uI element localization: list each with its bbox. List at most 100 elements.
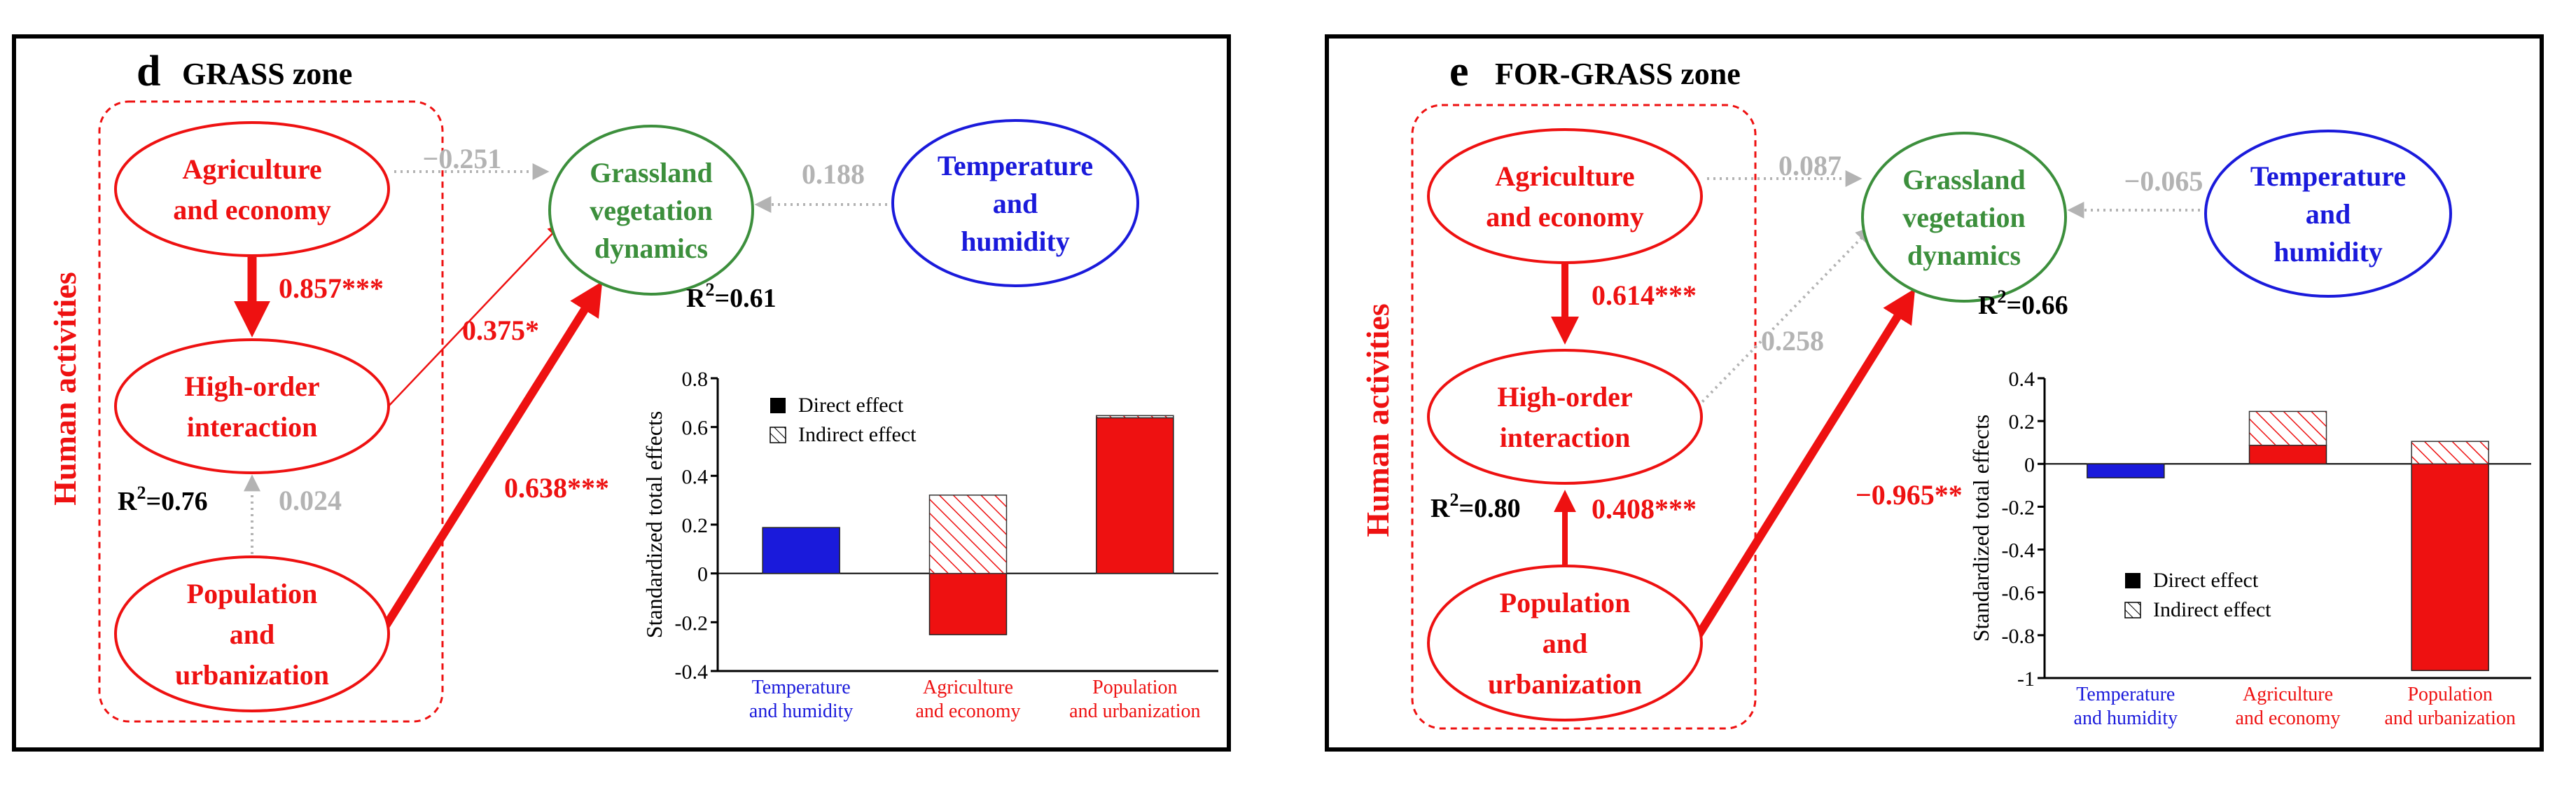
node-pop-line: and	[1543, 628, 1588, 659]
legend-direct-label: Direct effect	[798, 394, 904, 417]
bar-direct	[2087, 463, 2165, 478]
x-tick-label: and humidity	[749, 700, 854, 722]
node-grass-line: dynamics	[1907, 240, 2021, 271]
node-pop-ellipse	[114, 555, 390, 712]
coef-agri-grass: −0.251	[423, 143, 502, 174]
path-hoi-grass-arrow	[1697, 226, 1873, 408]
human-activities-box	[98, 100, 444, 723]
node-hoi-line: High-order	[184, 371, 319, 402]
r2-hoi-value: 0.76	[161, 487, 208, 516]
node-pop-line: Population	[187, 578, 318, 609]
x-tick-label: and humidity	[2074, 707, 2178, 729]
coef-pop-hoi: 0.408***	[1592, 493, 1697, 525]
node-hoi-ellipse	[114, 338, 390, 474]
y-tick-label: 0.8	[682, 368, 709, 391]
legend-direct-swatch	[770, 398, 786, 413]
x-tick-label: Population	[2407, 684, 2492, 705]
node-agri-line: and economy	[1486, 201, 1644, 233]
node-temp-line: Temperature	[938, 150, 1093, 181]
coef-pop-grass: 0.638***	[504, 472, 609, 504]
bar-indirect	[2411, 441, 2489, 465]
coef-pop-hoi: 0.024	[279, 485, 342, 516]
x-tick-label: Temperature	[2076, 684, 2175, 705]
node-temp-ellipse	[891, 119, 1139, 287]
y-tick-label: -0.2	[2002, 496, 2035, 519]
y-tick-label: -1	[2017, 668, 2035, 691]
bar-direct	[1096, 417, 1174, 574]
node-temp-line: and	[993, 188, 1038, 219]
y-tick-label: -0.8	[2002, 625, 2035, 648]
y-tick-label: 0	[697, 563, 708, 586]
legend-indirect-label: Indirect effect	[2153, 598, 2271, 621]
node-grass-line: dynamics	[594, 233, 708, 264]
y-tick-label: -0.6	[2002, 582, 2035, 605]
x-tick-label: Population	[1092, 677, 1177, 698]
r2-grass: R2=0.61	[686, 279, 777, 313]
node-hoi-line: interaction	[187, 411, 318, 443]
node-agri-ellipse	[1427, 128, 1703, 264]
node-agri-line: Agriculture	[182, 153, 321, 185]
legend-indirect-swatch	[2124, 602, 2141, 618]
node-grass-ellipse	[1861, 132, 2067, 303]
y-tick-label: 0.2	[2009, 410, 2035, 434]
path-pop-grass-arrow	[381, 281, 603, 630]
node-pop-line: Population	[1500, 587, 1631, 618]
node-temp-line: Temperature	[2250, 160, 2406, 192]
node-temp-line: humidity	[2274, 236, 2383, 268]
r2-hoi: R2=0.80	[1430, 490, 1521, 523]
r2-hoi-value: 0.80	[1474, 494, 1521, 523]
panel-title: GRASS zone	[182, 57, 352, 91]
node-grass-line: Grassland	[590, 157, 713, 188]
legend-indirect-label: Indirect effect	[798, 423, 917, 446]
y-tick-label: -0.4	[2002, 539, 2035, 562]
node-agri-line: and economy	[173, 194, 331, 226]
node-temp-line: and	[2306, 198, 2351, 230]
bar-indirect	[1096, 415, 1174, 419]
y-tick-label: 0.4	[2009, 368, 2035, 391]
node-grass-ellipse	[548, 125, 754, 296]
r2-grass: R2=0.66	[1978, 286, 2068, 320]
node-hoi-ellipse	[1427, 349, 1703, 485]
bar-indirect	[2248, 410, 2327, 446]
node-pop-line: urbanization	[175, 659, 329, 691]
node-grass-line: vegetation	[590, 195, 713, 226]
coef-agri-grass: 0.087	[1778, 150, 1842, 181]
coef-agri-hoi: 0.857***	[279, 272, 384, 304]
y-tick-label: -0.4	[675, 661, 709, 684]
node-grass-line: Grassland	[1902, 164, 2026, 195]
node-agri-line: Agriculture	[1495, 160, 1634, 192]
bar-direct	[762, 527, 840, 574]
bar-direct	[928, 572, 1008, 635]
effects-chart: -0.4 -0.2 0 0.2 0.4 0.6 0.8 Standardized total …	[641, 368, 1218, 722]
y-tick-label: -0.2	[675, 611, 709, 635]
coef-temp-grass: 0.188	[802, 158, 865, 190]
r2-grass-value: 0.61	[730, 284, 777, 313]
node-pop-line: and	[230, 618, 275, 650]
panel-frame	[12, 34, 1231, 752]
effects-chart: -1 -0.8 -0.6 -0.4 -0.2 0 0.2 0.4 Standardized to…	[1968, 368, 2531, 729]
x-tick-label: Agriculture	[923, 677, 1013, 698]
node-hoi-line: High-order	[1497, 381, 1632, 413]
path-pop-grass-arrow	[1694, 288, 1916, 639]
path-hoi-grass-arrow	[384, 223, 562, 410]
node-temp-ellipse	[2204, 130, 2452, 298]
panel-letter: d	[137, 48, 160, 95]
coef-pop-grass: −0.965**	[1856, 479, 1963, 511]
coef-agri-hoi: 0.614***	[1592, 279, 1697, 311]
panel-title: FOR-GRASS zone	[1495, 57, 1741, 91]
r2-grass-value: 0.66	[2021, 291, 2068, 320]
y-tick-label: 0.6	[682, 417, 709, 440]
r2-hoi: R2=0.76	[118, 483, 208, 516]
node-grass-line: vegetation	[1902, 202, 2026, 233]
node-pop-ellipse	[1427, 565, 1703, 721]
bar-direct	[2411, 463, 2489, 672]
x-tick-label: Agriculture	[2243, 684, 2333, 705]
legend-direct-swatch	[2125, 573, 2140, 588]
x-tick-label: and urbanization	[1069, 700, 1200, 722]
bar-indirect	[928, 495, 1008, 574]
panel-letter: e	[1449, 48, 1469, 95]
y-tick-label: 0	[2024, 453, 2035, 476]
node-temp-line: humidity	[961, 226, 1070, 257]
